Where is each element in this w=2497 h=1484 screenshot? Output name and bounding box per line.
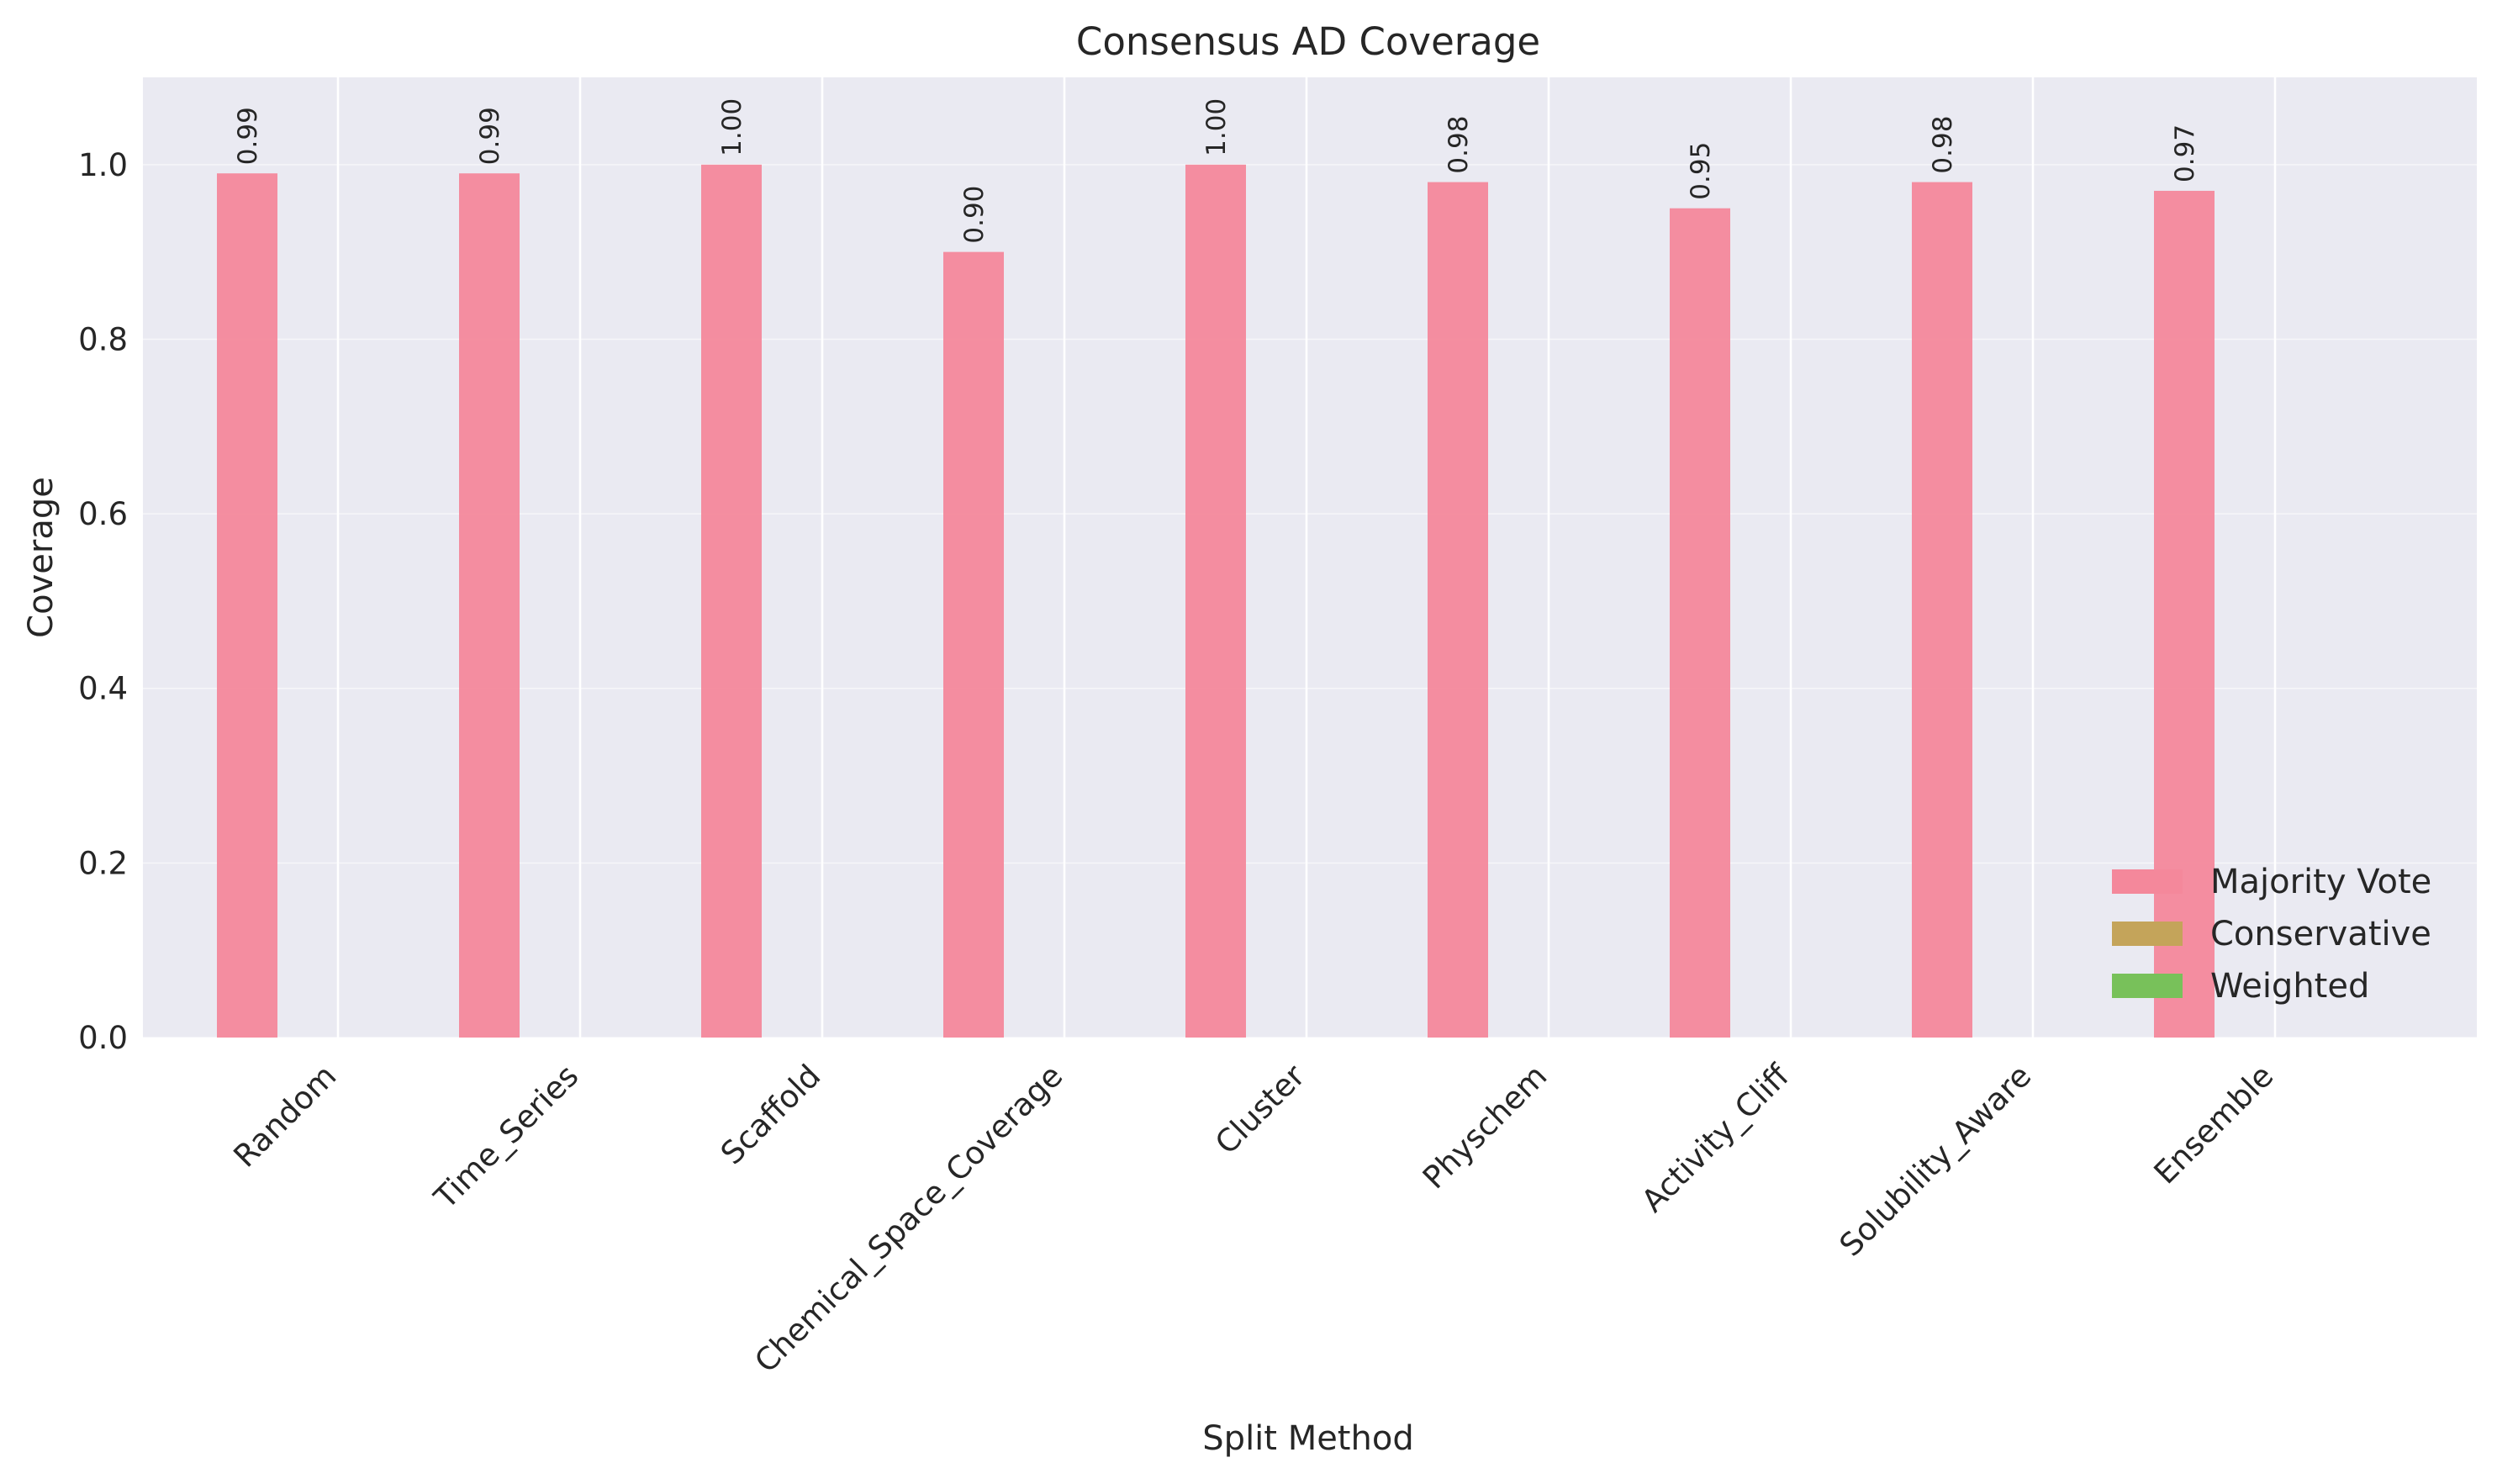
bar-value-label: 0.98 (1928, 116, 1958, 174)
bar-value-label: 0.99 (475, 107, 505, 165)
y-axis-label: Coverage (22, 477, 61, 638)
bar-majority-vote (1428, 182, 1488, 1038)
bar-majority-vote (943, 251, 1004, 1038)
legend-label: Conservative (2210, 915, 2431, 953)
gridlines (143, 77, 2477, 1038)
legend-label: Majority Vote (2210, 863, 2431, 901)
bar-majority-vote (1912, 182, 1972, 1038)
bar-majority-vote (701, 164, 762, 1038)
legend-swatch (2112, 869, 2183, 894)
bar-value-label: 0.90 (959, 186, 990, 244)
bar-majority-vote (459, 173, 520, 1038)
bar-value-label: 0.97 (2170, 124, 2200, 182)
bar-value-label: 0.98 (1444, 116, 1474, 174)
bar-majority-vote (217, 173, 277, 1038)
legend-label: Weighted (2210, 967, 2369, 1006)
y-tick-label: 0.8 (78, 321, 128, 357)
bar-majority-vote (2154, 190, 2215, 1038)
plot-area (143, 77, 2477, 1038)
bar-value-label: 1.00 (1201, 98, 1232, 156)
legend-swatch (2112, 974, 2183, 998)
y-tick-label: 1.0 (78, 147, 128, 183)
y-tick-label: 0.2 (78, 845, 128, 881)
legend-swatch (2112, 922, 2183, 946)
y-tick-label: 0.4 (78, 671, 128, 707)
chart-title: Consensus AD Coverage (1076, 19, 1540, 64)
y-axis-ticks: 0.0 0.2 0.4 0.6 0.8 1.0 (78, 147, 128, 1056)
data-labels: 0.99 0.99 1.00 0.90 1.00 0.98 0.95 0.98 0.97 (233, 98, 2200, 244)
bar-value-label: 1.00 (717, 98, 747, 156)
legend: Majority Vote Conservative Weighted (2112, 863, 2431, 1006)
x-axis-label: Split Method (1202, 1419, 1413, 1458)
bar-value-label: 0.99 (233, 107, 263, 165)
y-tick-label: 0.0 (78, 1020, 128, 1056)
bar-majority-vote (1670, 208, 1730, 1038)
bars (217, 164, 2215, 1038)
y-tick-label: 0.6 (78, 496, 128, 532)
bar-majority-vote (1185, 164, 1246, 1038)
bar-value-label: 0.95 (1686, 142, 1716, 200)
